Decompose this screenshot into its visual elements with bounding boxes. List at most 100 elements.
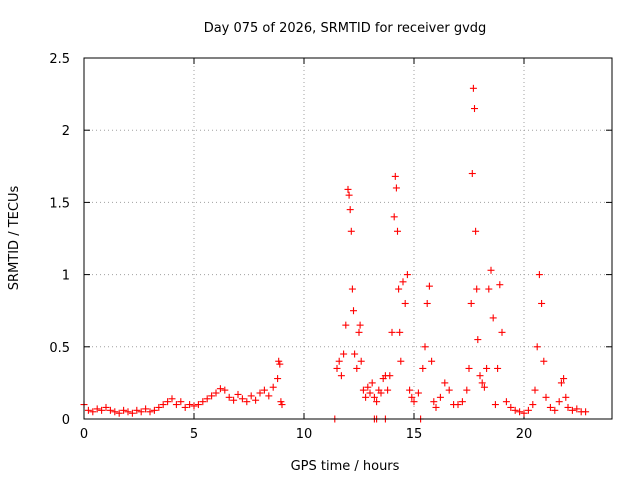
y-tick-label: 2 (62, 124, 70, 139)
data-point (531, 386, 539, 394)
data-point (474, 336, 482, 344)
data-point (399, 278, 407, 286)
data-point (540, 357, 548, 365)
data-point (377, 389, 385, 397)
data-point (111, 408, 119, 416)
data-point (120, 406, 128, 414)
data-point (260, 386, 268, 394)
y-tick-label: 1.5 (49, 196, 70, 211)
data-point (199, 398, 207, 406)
data-point (177, 398, 185, 406)
data-point (469, 84, 477, 92)
data-point (93, 405, 101, 413)
data-point (333, 364, 341, 372)
data-point (269, 383, 277, 391)
data-point (436, 393, 444, 401)
data-point (247, 392, 255, 400)
data-point (494, 364, 502, 372)
data-point (535, 271, 543, 279)
x-tick-label: 5 (190, 427, 198, 442)
data-point (524, 406, 532, 414)
data-point (137, 408, 145, 416)
data-point (467, 299, 475, 307)
data-point (391, 172, 399, 180)
data-point (194, 401, 202, 409)
data-point (172, 401, 180, 409)
data-point (221, 386, 229, 394)
data-point (502, 398, 510, 406)
data-point (146, 408, 154, 416)
data-point (115, 409, 123, 417)
data-point (359, 386, 367, 394)
data-point (335, 357, 343, 365)
data-point (396, 328, 404, 336)
data-point (529, 401, 537, 409)
data-point (491, 401, 499, 409)
data-point (353, 364, 361, 372)
data-point (384, 386, 392, 394)
data-point (454, 401, 462, 409)
data-point (487, 266, 495, 274)
data-point (98, 406, 106, 414)
data-point (337, 372, 345, 380)
data-point (106, 406, 114, 414)
x-tick-label: 0 (80, 427, 88, 442)
data-point (342, 321, 350, 329)
data-point (345, 191, 353, 199)
data-point (346, 206, 354, 214)
data-point (496, 281, 504, 289)
data-point (489, 314, 497, 322)
data-point (406, 386, 414, 394)
data-point (102, 403, 110, 411)
data-point (573, 405, 581, 413)
data-point (186, 401, 194, 409)
data-point (485, 285, 493, 293)
data-point (421, 343, 429, 351)
data-point (463, 386, 471, 394)
data-point (155, 403, 163, 411)
data-point (538, 299, 546, 307)
x-tick-label: 15 (406, 427, 423, 442)
data-point (190, 402, 198, 410)
chart-title: Day 075 of 2026, SRMTID for receiver gvd… (204, 21, 487, 36)
data-point (203, 395, 211, 403)
data-point (362, 393, 370, 401)
data-point (403, 271, 411, 279)
data-point (277, 398, 285, 406)
data-point (471, 105, 478, 113)
data-point (472, 227, 480, 235)
data-point (350, 307, 357, 315)
data-point (340, 350, 348, 358)
data-point (181, 403, 189, 411)
data-point (395, 285, 403, 293)
data-points (80, 84, 590, 423)
data-point (265, 392, 273, 400)
x-tick-label: 20 (516, 427, 533, 442)
data-point (225, 393, 233, 401)
x-tick-label: 10 (296, 427, 313, 442)
data-point (568, 406, 576, 414)
data-point (465, 364, 473, 372)
data-point (476, 372, 484, 380)
data-point (355, 328, 363, 336)
data-point (356, 321, 364, 329)
data-point (84, 406, 92, 414)
data-point (560, 375, 568, 383)
data-point (483, 364, 491, 372)
y-tick-label: 1 (62, 269, 70, 284)
data-point (520, 409, 528, 417)
data-point (423, 299, 431, 307)
data-point (366, 389, 374, 397)
data-point (432, 403, 440, 411)
data-point (414, 389, 422, 397)
data-point (390, 213, 398, 221)
data-point (498, 328, 506, 336)
grid-layer (84, 58, 612, 419)
data-point (430, 398, 438, 406)
x-axis-title: GPS time / hours (291, 459, 400, 474)
data-point (89, 408, 97, 416)
data-point (370, 393, 378, 401)
plot-frame (83, 57, 613, 420)
data-point (357, 357, 365, 365)
data-point (274, 375, 282, 383)
